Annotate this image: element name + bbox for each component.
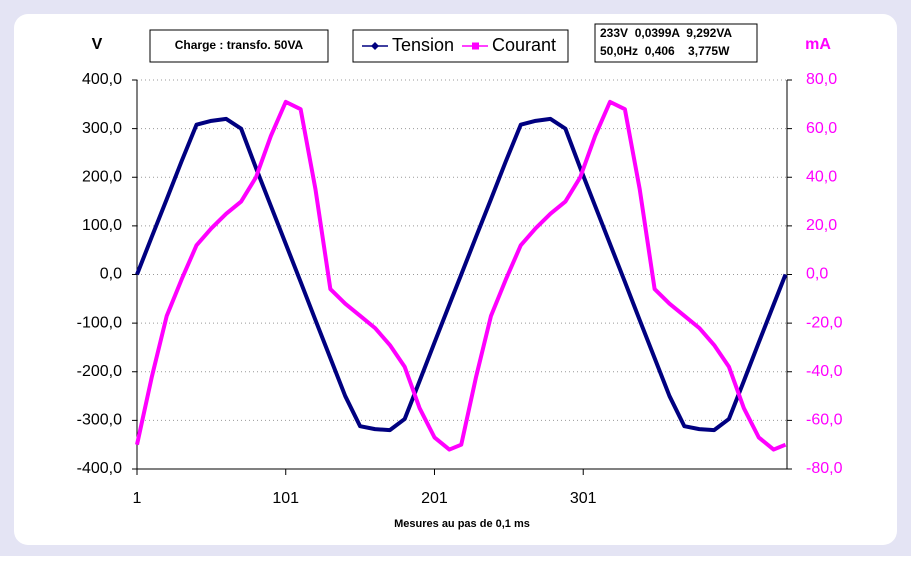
annotation-box (594, 23, 758, 63)
y-tick-label: -100,0 (77, 314, 122, 331)
line-tension (135, 116, 788, 433)
x-tick-label: 201 (421, 490, 448, 507)
y2-tick-label: 20,0 (806, 217, 837, 234)
x-tick-label: 301 (570, 490, 597, 507)
x-tick-label: 101 (272, 490, 299, 507)
annotation: 50,0Hz 0,406 3,775W (600, 44, 730, 58)
x-tick-label: 1 (133, 490, 142, 507)
y2-tick-label: -60,0 (806, 412, 843, 429)
legend-marker (472, 42, 479, 50)
y2-tick-label: -40,0 (806, 363, 843, 380)
y-tick-label: 100,0 (82, 217, 122, 234)
y2-tick-label: -80,0 (806, 460, 843, 477)
annotation: 233V 0,0399A 9,292VA (600, 26, 732, 40)
y-tick-label: 0,0 (100, 266, 122, 283)
panel (14, 14, 897, 545)
annotation: Charge : transfo. 50VA (175, 38, 304, 52)
legend (352, 29, 569, 63)
y-tick-label: 200,0 (82, 168, 122, 185)
legend-label: Courant (492, 35, 556, 55)
y2-tick-label: 60,0 (806, 120, 837, 137)
line-courant (135, 99, 787, 452)
y-tick-label: -200,0 (77, 363, 122, 380)
legend-marker (371, 42, 379, 50)
y2-tick-label: 80,0 (806, 71, 837, 88)
annotation-box (149, 29, 329, 63)
x-axis-label: Mesures au pas de 0,1 ms (394, 518, 530, 530)
y-tick-label: 300,0 (82, 120, 122, 137)
y2-axis-label: mA (805, 36, 831, 53)
y-axis-label: V (92, 36, 103, 53)
legend-label: Tension (392, 35, 454, 55)
y-tick-label: -400,0 (77, 460, 122, 477)
y-tick-label: 400,0 (82, 71, 122, 88)
y-tick-label: -300,0 (77, 412, 122, 429)
y2-tick-label: 0,0 (806, 266, 828, 283)
y2-tick-label: 40,0 (806, 168, 837, 185)
y2-tick-label: -20,0 (806, 314, 843, 331)
